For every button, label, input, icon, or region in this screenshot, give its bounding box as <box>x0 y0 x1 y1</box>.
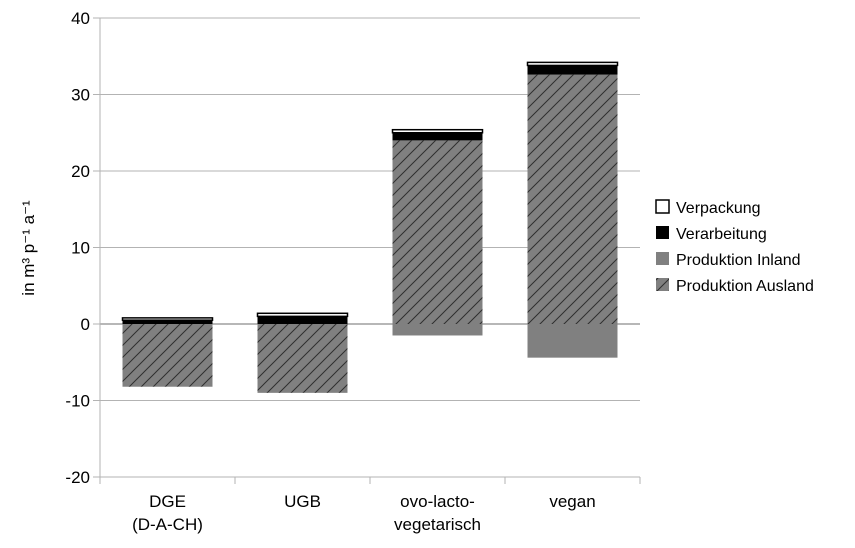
y-tick-label: 0 <box>81 315 90 334</box>
x-category-label: vegetarisch <box>394 515 481 534</box>
legend-label: Produktion Ausland <box>676 278 814 295</box>
y-tick-label: 10 <box>71 239 90 258</box>
x-category-label: vegan <box>549 492 595 511</box>
bar-segment <box>392 132 483 141</box>
x-category-label: ovo-lacto- <box>400 492 475 511</box>
x-category-label: UGB <box>284 492 321 511</box>
y-tick-label: 20 <box>71 162 90 181</box>
legend-label: Verarbeitung <box>676 226 767 243</box>
x-category-label: DGE <box>149 492 186 511</box>
legend-label: Verpackung <box>676 200 761 217</box>
y-tick-label: 30 <box>71 86 90 105</box>
y-tick-label: -10 <box>65 392 90 411</box>
y-tick-label: 40 <box>71 9 90 28</box>
bar-segment <box>122 324 213 387</box>
bars <box>121 61 619 393</box>
bar-segment <box>526 61 619 67</box>
legend-swatch <box>656 278 669 291</box>
legend: Verpackung Verarbeitung Produktion Inland P… <box>655 199 814 295</box>
legend-swatch <box>656 252 669 265</box>
bar-segment <box>527 74 618 324</box>
bar-segment <box>392 140 483 324</box>
bar-segment <box>391 128 484 134</box>
legend-swatch <box>655 199 670 214</box>
bar-segment <box>122 320 213 324</box>
bar-segment <box>256 312 349 318</box>
legend-label: Produktion Inland <box>676 252 801 269</box>
y-tick-label: -20 <box>65 468 90 487</box>
bar-segment <box>527 65 618 75</box>
bar-segment <box>257 324 348 393</box>
x-category-label: (D-A-CH) <box>132 515 203 534</box>
bar-segment <box>392 324 483 336</box>
legend-swatch <box>656 226 669 239</box>
bar-segment <box>257 316 348 324</box>
bar-segment <box>121 317 214 321</box>
axes: -20 -10 0 10 20 30 40 DGE (D-A-CH) UGB ovo-lacto-v… <box>65 9 641 534</box>
bar-segment <box>527 324 618 358</box>
y-axis-title: in m³ p⁻¹ a⁻¹ <box>19 200 38 296</box>
